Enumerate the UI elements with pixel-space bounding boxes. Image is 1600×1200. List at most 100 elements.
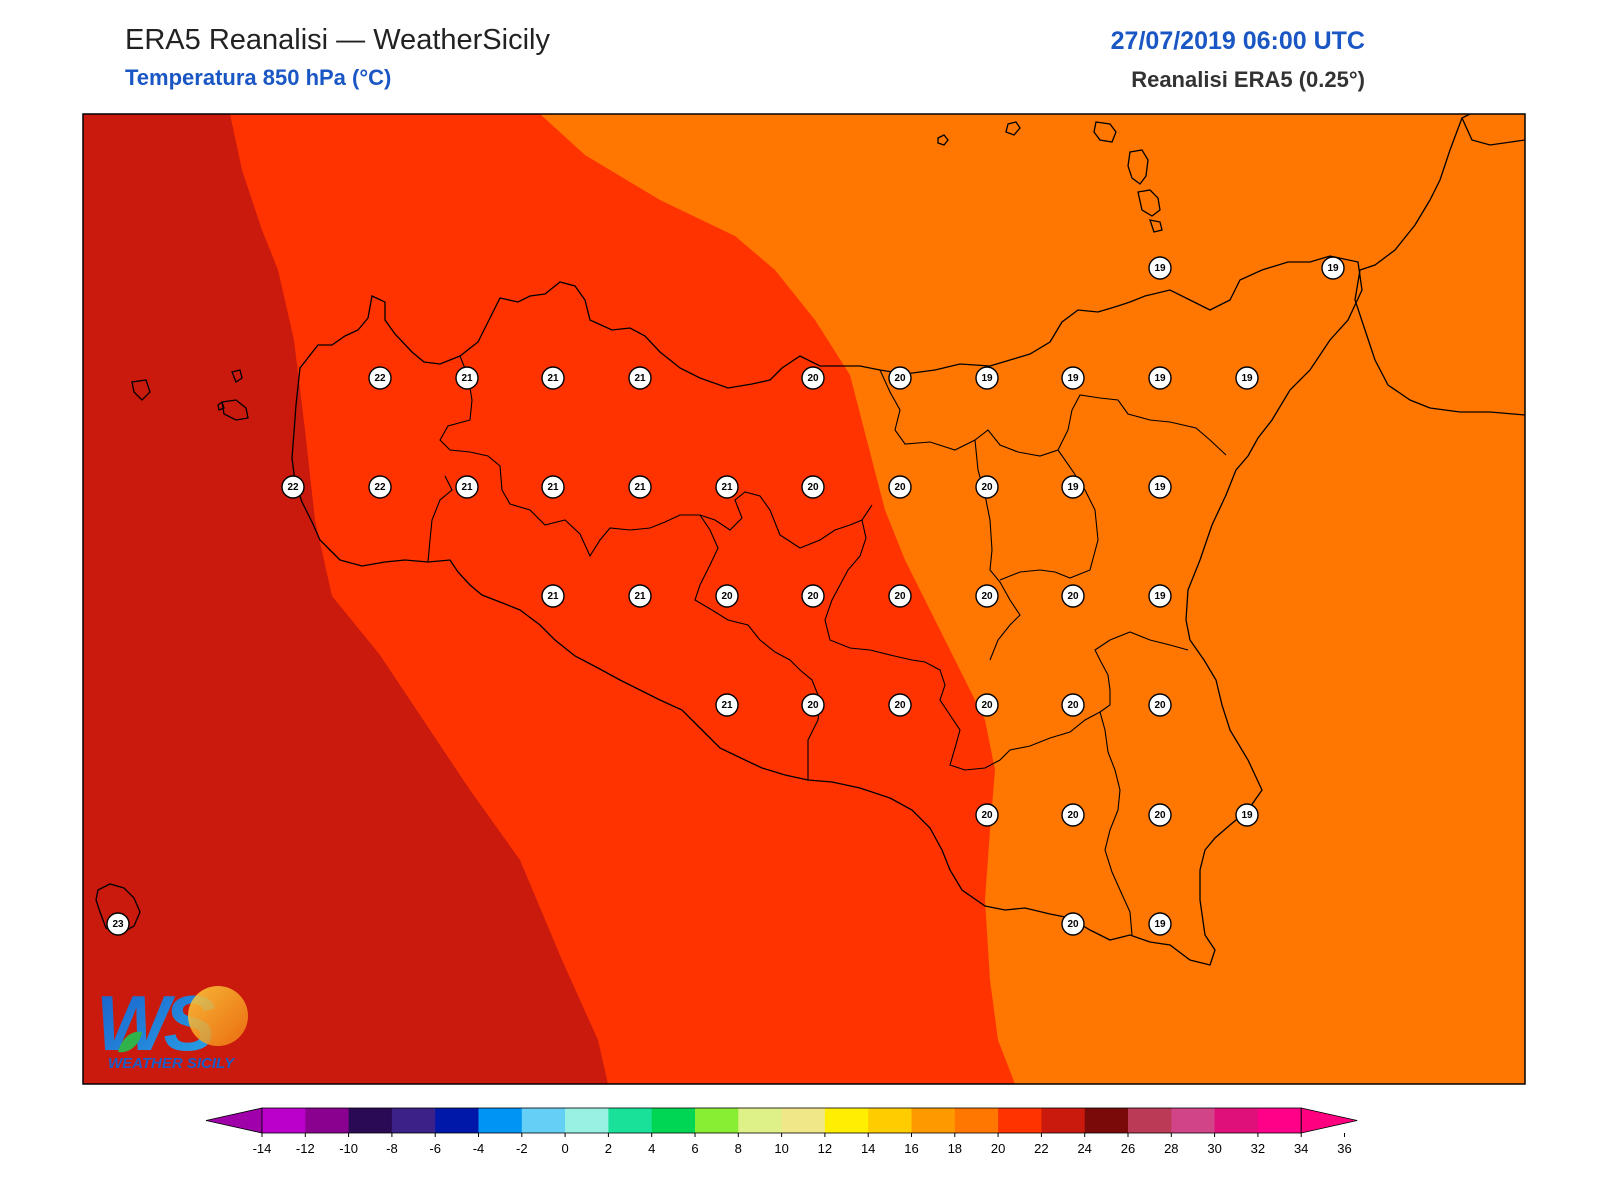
colorbar-tick-label: 32: [1251, 1141, 1265, 1156]
station-value: 21: [461, 482, 473, 493]
station-marker: 20: [801, 475, 825, 499]
station-marker: 19: [1235, 366, 1259, 390]
colorbar-swatch: [348, 1108, 393, 1133]
station-marker-circle: [1235, 803, 1259, 827]
station-marker-circle: [801, 475, 825, 499]
station-marker-circle: [1321, 256, 1345, 280]
colorbar-tick-label: 20: [991, 1141, 1005, 1156]
station-marker-circle: [975, 584, 999, 608]
station-value: 19: [1241, 810, 1253, 821]
station-marker-circle: [1148, 366, 1172, 390]
station-marker: 20: [1148, 693, 1172, 717]
logo-name: WEATHER SICILY: [108, 1055, 236, 1072]
colorbar-tick-label: 24: [1077, 1141, 1091, 1156]
colorbar-tick-label: 0: [561, 1141, 568, 1156]
station-marker-circle: [1061, 912, 1085, 936]
station-marker-circle: [455, 366, 479, 390]
station-marker-circle: [1148, 584, 1172, 608]
station-marker-circle: [281, 475, 305, 499]
station-value: 20: [1154, 700, 1166, 711]
province-borders: [427, 355, 1227, 936]
station-marker: 21: [715, 475, 739, 499]
station-value: 21: [461, 373, 473, 384]
colorbar-tick-label: -14: [253, 1141, 272, 1156]
station-marker: 21: [628, 366, 652, 390]
colorbar-swatch: [651, 1108, 696, 1133]
station-marker: 21: [541, 584, 565, 608]
colorbar-swatch: [478, 1108, 523, 1133]
colorbar-tick-label: -8: [386, 1141, 398, 1156]
colorbar-tick-label: 4: [648, 1141, 655, 1156]
colorbar-swatch: [391, 1108, 436, 1133]
colorbar-swatch: [1214, 1108, 1259, 1133]
station-marker: 19: [1061, 366, 1085, 390]
station-marker-circle: [715, 584, 739, 608]
station-value: 23: [112, 919, 124, 930]
valid-datetime: 27/07/2019 06:00 UTC: [1110, 27, 1365, 55]
station-marker-circle: [888, 475, 912, 499]
station-marker: 20: [888, 584, 912, 608]
logo-sun-icon: [188, 986, 248, 1046]
station-value: 20: [894, 591, 906, 602]
data-source: Reanalisi ERA5 (0.25°): [1131, 67, 1365, 92]
station-value: 19: [1067, 373, 1079, 384]
station-marker-circle: [1148, 693, 1172, 717]
colorbar-tick-label: 34: [1294, 1141, 1308, 1156]
colorbar-tick-label: -10: [339, 1141, 358, 1156]
colorbar-tick-label: 2: [605, 1141, 612, 1156]
station-marker: 19: [1148, 912, 1172, 936]
station-marker-circle: [888, 366, 912, 390]
colorbar-swatch: [738, 1108, 783, 1133]
colorbar-tick-label: 16: [904, 1141, 918, 1156]
colorbar-tick-label: 26: [1121, 1141, 1135, 1156]
station-value: 19: [1154, 919, 1166, 930]
colorbar-swatch: [435, 1108, 480, 1133]
station-value: 20: [1154, 810, 1166, 821]
station-marker: 20: [888, 475, 912, 499]
station-marker: 19: [975, 366, 999, 390]
station-marker-circle: [1061, 584, 1085, 608]
station-value: 19: [1154, 263, 1166, 274]
station-marker-circle: [1061, 803, 1085, 827]
station-value: 21: [547, 482, 559, 493]
station-value: 20: [894, 700, 906, 711]
station-marker: 21: [455, 475, 479, 499]
station-value: 20: [807, 591, 819, 602]
station-marker: 20: [715, 584, 739, 608]
colorbar-tick-label: 30: [1207, 1141, 1221, 1156]
station-marker-circle: [801, 366, 825, 390]
colorbar-tick-label: 28: [1164, 1141, 1178, 1156]
station-marker-circle: [801, 693, 825, 717]
station-value: 22: [374, 373, 386, 384]
station-value: 20: [807, 700, 819, 711]
station-marker-circle: [1148, 912, 1172, 936]
station-value: 20: [1067, 919, 1079, 930]
weathersicily-logo: WS WEATHER SICILY: [96, 979, 248, 1072]
station-value: 22: [374, 482, 386, 493]
station-marker: 20: [801, 584, 825, 608]
colorbar-swatch: [521, 1108, 566, 1133]
station-marker-circle: [975, 475, 999, 499]
station-marker: 20: [975, 803, 999, 827]
station-value: 20: [981, 591, 993, 602]
station-marker: 19: [1148, 256, 1172, 280]
station-marker-circle: [1148, 803, 1172, 827]
colorbar-tick-label: -12: [296, 1141, 315, 1156]
egadi-islands: [131, 369, 249, 421]
colorbar-swatch: [824, 1108, 869, 1133]
station-marker-circle: [628, 475, 652, 499]
colorbar-swatch: [695, 1108, 739, 1133]
station-marker-circle: [715, 693, 739, 717]
colorbar-swatch: [911, 1108, 956, 1133]
station-value: 19: [981, 373, 993, 384]
station-marker: 20: [888, 366, 912, 390]
colorbar-tick-label: 12: [818, 1141, 832, 1156]
station-value: 20: [1067, 700, 1079, 711]
station-marker-circle: [1148, 256, 1172, 280]
station-marker: 20: [1061, 584, 1085, 608]
colorbar-swatch: [1128, 1108, 1172, 1133]
station-marker: 19: [1321, 256, 1345, 280]
station-value: 21: [721, 482, 733, 493]
station-value: 19: [1241, 373, 1253, 384]
station-marker: 21: [715, 693, 739, 717]
